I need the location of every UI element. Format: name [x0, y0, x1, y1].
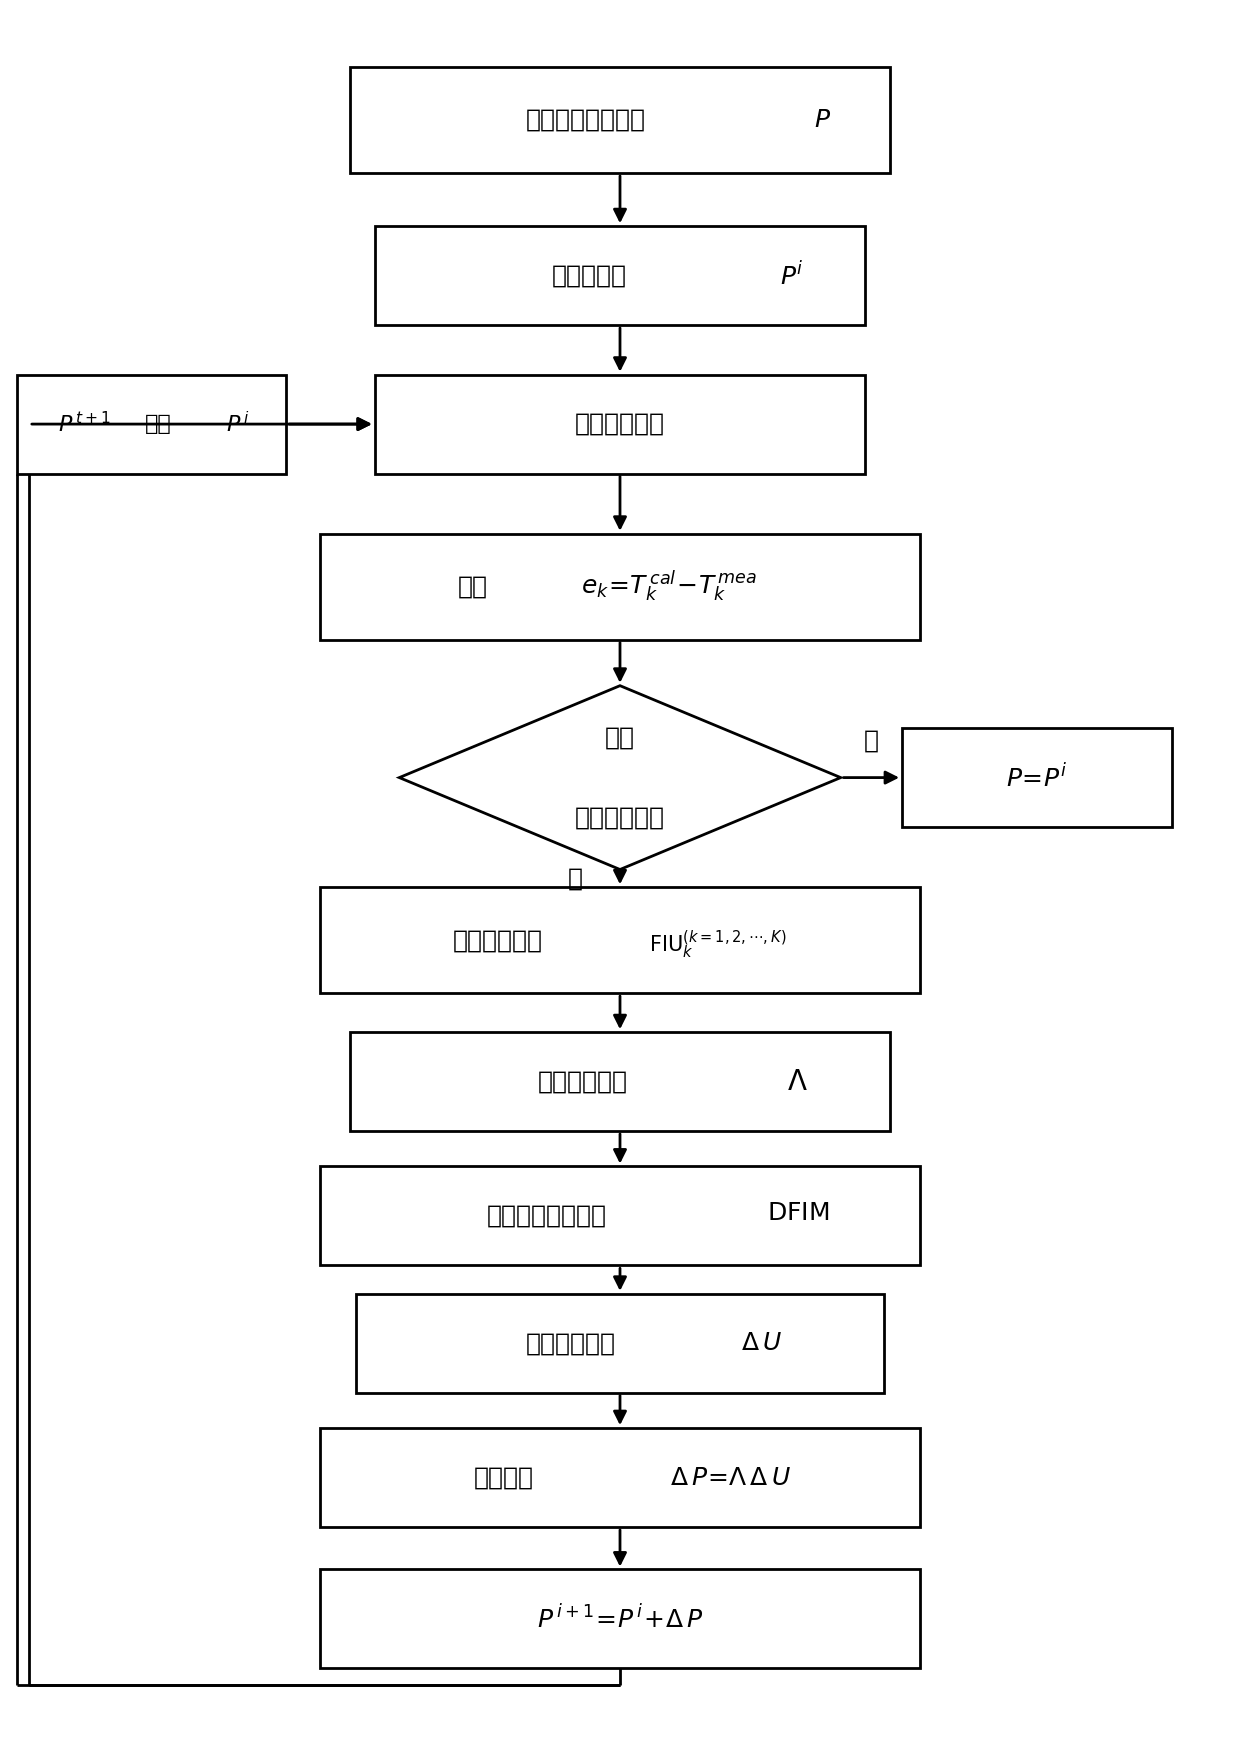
FancyBboxPatch shape: [901, 729, 1172, 828]
FancyBboxPatch shape: [356, 1294, 884, 1393]
Text: 加权综合矩阵: 加权综合矩阵: [538, 1069, 629, 1094]
FancyBboxPatch shape: [17, 374, 286, 473]
FancyBboxPatch shape: [374, 374, 866, 473]
Text: 模糊推理结果: 模糊推理结果: [526, 1330, 616, 1355]
FancyBboxPatch shape: [320, 1569, 920, 1668]
Text: $\it{P}^{\,i}$: $\it{P}^{\,i}$: [226, 412, 249, 436]
FancyBboxPatch shape: [350, 1033, 890, 1130]
Text: $\mathrm{DFIM}$: $\mathrm{DFIM}$: [766, 1202, 828, 1224]
Text: $\it{P}^{\,i+1}\!=\!\it{P}^{\,i}\!+\!\Delta\,\it{P}$: $\it{P}^{\,i+1}\!=\!\it{P}^{\,i}\!+\!\De…: [537, 1605, 703, 1633]
Text: 补偿向量: 补偿向量: [474, 1466, 533, 1490]
Text: $\it{P}\!=\!\it{P}^i$: $\it{P}\!=\!\it{P}^i$: [1007, 763, 1068, 791]
Text: 模糊推理单元: 模糊推理单元: [453, 929, 542, 953]
Text: $\it{P}^i$: $\it{P}^i$: [780, 261, 804, 290]
FancyBboxPatch shape: [350, 68, 890, 174]
Text: $\mathrm{FIU}_k^{(k=1,2,\cdots,K)}$: $\mathrm{FIU}_k^{(k=1,2,\cdots,K)}$: [650, 929, 787, 960]
Text: $\it{P}^{\,t+1}$: $\it{P}^{\,t+1}$: [57, 412, 110, 436]
Text: $\it{P}$: $\it{P}$: [813, 108, 831, 132]
Text: 否: 否: [568, 866, 583, 890]
Text: 满足: 满足: [605, 725, 635, 750]
FancyBboxPatch shape: [320, 887, 920, 993]
Text: 是: 是: [864, 729, 879, 753]
Text: 缺陷几何参数向量: 缺陷几何参数向量: [526, 108, 646, 132]
Text: 建立传热模型: 建立传热模型: [575, 412, 665, 436]
Text: $\it{e}_k\!=\!\it{T}_k^{\,cal}\!-\!\it{T}_k^{\,mea}$: $\it{e}_k\!=\!\it{T}_k^{\,cal}\!-\!\it{T…: [580, 569, 758, 605]
Text: 分散模糊推理模块: 分散模糊推理模块: [486, 1203, 606, 1228]
Text: 计算: 计算: [458, 574, 487, 598]
Polygon shape: [399, 685, 841, 870]
Text: 设定猜测值: 设定猜测值: [552, 264, 627, 287]
FancyBboxPatch shape: [320, 1167, 920, 1266]
Text: 迭代停止条件: 迭代停止条件: [575, 805, 665, 830]
Text: $\Delta\,\it{U}$: $\Delta\,\it{U}$: [740, 1330, 781, 1355]
FancyBboxPatch shape: [320, 1428, 920, 1527]
FancyBboxPatch shape: [320, 534, 920, 640]
Text: $\Delta\,\it{P}\!=\!\it{\Lambda}\,\Delta\,\it{U}$: $\Delta\,\it{P}\!=\!\it{\Lambda}\,\Delta…: [670, 1466, 791, 1490]
Text: 替代: 替代: [144, 414, 171, 435]
FancyBboxPatch shape: [374, 226, 866, 325]
Text: $\it{\Lambda}$: $\it{\Lambda}$: [787, 1068, 808, 1096]
